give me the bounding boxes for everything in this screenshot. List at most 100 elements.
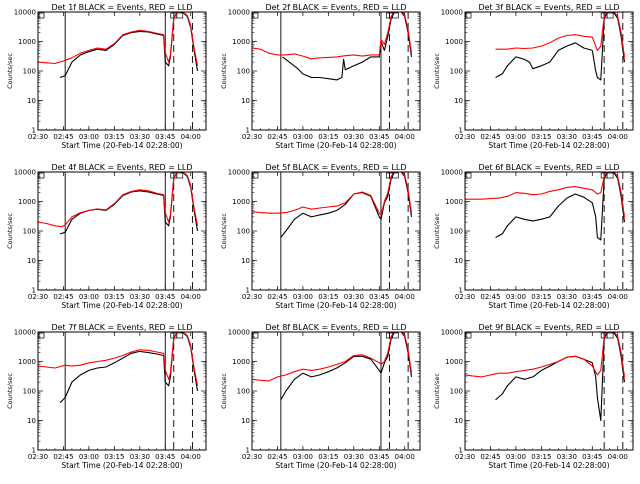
- plot-frame: [37, 331, 207, 451]
- y-tick-label: 1: [32, 287, 36, 295]
- x-tick-label: 04:00: [395, 293, 415, 301]
- x-tick-label: 04:00: [181, 133, 201, 141]
- chart-panel-1: Det 1f BLACK = Events, RED = LLD 1 10 100 10…: [6, 3, 207, 150]
- x-tick-label: 03:45: [369, 453, 389, 461]
- x-tick-label: 04:00: [608, 453, 628, 461]
- x-axis-label: Start Time (20-Feb-14 02:28:00): [488, 461, 609, 470]
- x-tick-label: 03:30: [557, 293, 577, 301]
- corner-box-marker: [38, 172, 45, 179]
- chart-title: Det 6f BLACK = Events, RED = LLD: [478, 163, 619, 172]
- corner-box-marker: [465, 332, 472, 339]
- chart-panel-9: Det 9f BLACK = Events, RED = LLD 1 10 100 10…: [433, 323, 634, 470]
- lld-series-line: [465, 172, 626, 217]
- x-tick-label: 03:00: [506, 453, 526, 461]
- y-tick-label: 10000: [14, 329, 36, 337]
- events-series-line: [495, 332, 626, 422]
- y-tick-label: 10000: [441, 9, 463, 17]
- chart-title: Det 8f BLACK = Events, RED = LLD: [265, 323, 406, 332]
- y-axis-label: Counts/sec: [220, 53, 228, 89]
- y-tick-label: 100: [237, 388, 250, 396]
- x-axis-label: Start Time (20-Feb-14 02:28:00): [61, 141, 182, 150]
- x-tick-label: 03:00: [506, 133, 526, 141]
- y-tick-label: 10000: [228, 169, 250, 177]
- x-tick-label: 02:30: [455, 293, 475, 301]
- x-tick-label: 04:00: [181, 293, 201, 301]
- x-axis-label: Start Time (20-Feb-14 02:28:00): [275, 301, 396, 310]
- chart-title: Det 2f BLACK = Events, RED = LLD: [265, 3, 406, 12]
- y-tick-label: 10: [241, 417, 250, 425]
- x-tick-label: 03:30: [557, 453, 577, 461]
- y-tick-label: 1: [32, 127, 36, 135]
- x-tick-label: 03:00: [293, 453, 313, 461]
- y-tick-label: 10: [27, 97, 36, 105]
- y-tick-label: 100: [450, 388, 463, 396]
- y-tick-label: 1: [459, 287, 463, 295]
- x-tick-label: 03:45: [155, 133, 175, 141]
- events-series-line: [282, 12, 413, 81]
- flag-box-marker: [176, 172, 184, 179]
- y-axis-label: Counts/sec: [6, 213, 14, 249]
- lld-series-line: [252, 332, 413, 382]
- flag-box-marker: [606, 172, 614, 179]
- x-axis-label: Start Time (20-Feb-14 02:28:00): [61, 301, 182, 310]
- y-tick-label: 1000: [445, 358, 463, 366]
- lld-series-line: [38, 172, 199, 228]
- corner-box-marker: [38, 332, 45, 339]
- x-tick-label: 02:30: [242, 133, 262, 141]
- x-axis-label: Start Time (20-Feb-14 02:28:00): [61, 461, 182, 470]
- y-tick-label: 1000: [232, 38, 250, 46]
- chart-title: Det 9f BLACK = Events, RED = LLD: [478, 323, 619, 332]
- y-tick-label: 1000: [18, 358, 36, 366]
- y-tick-label: 1000: [445, 38, 463, 46]
- events-series-line: [495, 172, 626, 241]
- y-axis-label: Counts/sec: [220, 373, 228, 409]
- x-tick-label: 02:45: [480, 133, 500, 141]
- x-tick-label: 02:45: [480, 453, 500, 461]
- x-tick-label: 03:30: [344, 293, 364, 301]
- y-axis-label: Counts/sec: [220, 213, 228, 249]
- lld-series-line: [252, 172, 413, 216]
- x-tick-label: 03:15: [531, 453, 551, 461]
- y-tick-label: 10000: [228, 9, 250, 17]
- y-axis-label: Counts/sec: [433, 53, 441, 89]
- plot-frame: [37, 171, 207, 291]
- x-axis-label: Start Time (20-Feb-14 02:28:00): [488, 141, 609, 150]
- y-tick-label: 10000: [228, 329, 250, 337]
- x-tick-label: 03:45: [582, 133, 602, 141]
- x-axis-label: Start Time (20-Feb-14 02:28:00): [275, 141, 396, 150]
- y-tick-label: 10: [241, 257, 250, 265]
- x-tick-label: 03:15: [531, 133, 551, 141]
- x-tick-label: 03:45: [369, 293, 389, 301]
- y-axis-label: Counts/sec: [433, 213, 441, 249]
- y-tick-label: 10000: [14, 9, 36, 17]
- corner-box-marker: [252, 12, 259, 19]
- plot-frame: [37, 11, 207, 131]
- y-tick-label: 10: [27, 417, 36, 425]
- y-axis-label: Counts/sec: [6, 373, 14, 409]
- x-tick-label: 03:15: [318, 453, 338, 461]
- events-series-line: [59, 332, 199, 404]
- y-tick-label: 10: [454, 97, 463, 105]
- x-tick-label: 02:45: [267, 133, 287, 141]
- y-tick-label: 1000: [232, 358, 250, 366]
- flag-box-marker: [606, 332, 614, 339]
- x-tick-label: 03:00: [79, 133, 99, 141]
- x-tick-label: 04:00: [395, 453, 415, 461]
- chart-panel-2: Det 2f BLACK = Events, RED = LLD 1 10 100 10…: [220, 3, 421, 150]
- plot-frame: [464, 171, 634, 291]
- x-tick-label: 03:15: [104, 293, 124, 301]
- x-tick-label: 03:45: [369, 133, 389, 141]
- x-tick-label: 03:00: [506, 293, 526, 301]
- x-axis-label: Start Time (20-Feb-14 02:28:00): [488, 301, 609, 310]
- y-tick-label: 10000: [14, 169, 36, 177]
- y-tick-label: 1: [246, 447, 250, 455]
- chart-panel-3: Det 3f BLACK = Events, RED = LLD 1 10 100 10…: [433, 3, 634, 150]
- x-tick-label: 02:45: [53, 453, 73, 461]
- x-axis-label: Start Time (20-Feb-14 02:28:00): [275, 461, 396, 470]
- y-tick-label: 1: [246, 287, 250, 295]
- x-tick-label: 03:30: [130, 453, 150, 461]
- x-tick-label: 04:00: [608, 133, 628, 141]
- chart-title: Det 4f BLACK = Events, RED = LLD: [51, 163, 192, 172]
- x-tick-label: 03:30: [344, 133, 364, 141]
